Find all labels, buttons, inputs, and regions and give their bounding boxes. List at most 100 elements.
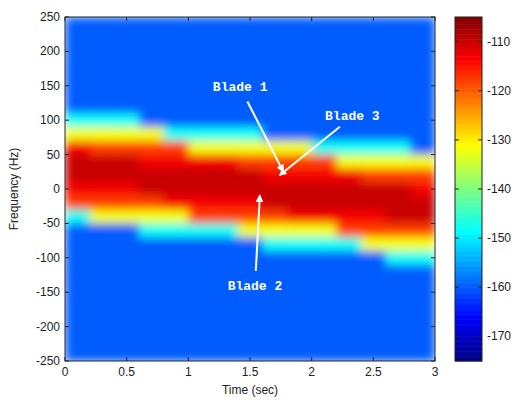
cell [361, 31, 386, 45]
cell [90, 17, 115, 31]
cell [65, 113, 90, 127]
cell [287, 210, 312, 224]
cell [312, 31, 337, 45]
cell [410, 86, 435, 100]
x-tick [65, 357, 66, 361]
cell [65, 278, 90, 292]
cell [188, 31, 213, 45]
cell [164, 72, 189, 86]
y-tick [65, 17, 69, 18]
cell [287, 127, 312, 141]
cell [114, 100, 139, 114]
x-tick [373, 17, 374, 21]
cell [262, 347, 287, 361]
cell [287, 333, 312, 347]
cell [139, 306, 164, 320]
cell [410, 58, 435, 72]
x-axis-title: Time (sec) [222, 383, 278, 397]
cell [336, 196, 361, 210]
cell [410, 17, 435, 31]
cell [188, 58, 213, 72]
cell [114, 141, 139, 155]
cell [410, 292, 435, 306]
x-tick-label: 1.5 [242, 365, 259, 379]
cell [90, 100, 115, 114]
cell [65, 237, 90, 251]
cell [262, 100, 287, 114]
cell [188, 113, 213, 127]
colorbar-tick [478, 287, 482, 288]
cell [262, 210, 287, 224]
cell [287, 86, 312, 100]
plot-frame [65, 17, 435, 361]
cell [188, 223, 213, 237]
annotation-arrow [280, 127, 340, 175]
cell [114, 278, 139, 292]
cell [386, 127, 411, 141]
cell [312, 86, 337, 100]
cell [262, 251, 287, 265]
cell [312, 141, 337, 155]
y-tick-label: 250 [40, 10, 60, 24]
cell [336, 127, 361, 141]
cell [262, 333, 287, 347]
y-tick [65, 361, 69, 362]
cell [410, 306, 435, 320]
cell [188, 347, 213, 361]
cell [361, 72, 386, 86]
cell [262, 265, 287, 279]
cell [238, 237, 263, 251]
cell [65, 292, 90, 306]
cell [213, 223, 238, 237]
cell [164, 265, 189, 279]
cell [213, 113, 238, 127]
cell [164, 31, 189, 45]
cell [90, 72, 115, 86]
cell [312, 58, 337, 72]
y-tick-label: 50 [47, 148, 61, 162]
cell [262, 45, 287, 59]
cell [386, 251, 411, 265]
x-tick [126, 17, 127, 21]
cell [361, 58, 386, 72]
cell [312, 223, 337, 237]
cell [336, 141, 361, 155]
x-tick [126, 357, 127, 361]
cell [139, 141, 164, 155]
x-tick [188, 357, 189, 361]
cell [114, 86, 139, 100]
cell [90, 265, 115, 279]
cell [164, 320, 189, 334]
y-tick [65, 189, 69, 190]
cell [287, 237, 312, 251]
cell [188, 182, 213, 196]
cell [65, 155, 90, 169]
x-tick-label: 0.5 [118, 365, 135, 379]
cell [213, 141, 238, 155]
colorbar-tick-label: -110 [487, 35, 510, 49]
cell [410, 237, 435, 251]
cell [188, 45, 213, 59]
cell [287, 31, 312, 45]
cell [287, 347, 312, 361]
cell [361, 127, 386, 141]
x-tick [311, 17, 312, 21]
cell [188, 168, 213, 182]
cell [287, 306, 312, 320]
colorbar-tick [478, 238, 482, 239]
cell [164, 182, 189, 196]
cell [386, 100, 411, 114]
cell [213, 17, 238, 31]
cell [90, 127, 115, 141]
cell [287, 168, 312, 182]
cell [386, 17, 411, 31]
annotation-label: Blade 1 [213, 80, 268, 95]
cell [410, 72, 435, 86]
cell [164, 347, 189, 361]
y-tick [431, 120, 435, 121]
cell [410, 251, 435, 265]
cell [139, 45, 164, 59]
cell [164, 127, 189, 141]
cell [164, 306, 189, 320]
colorbar-tick [478, 139, 482, 140]
